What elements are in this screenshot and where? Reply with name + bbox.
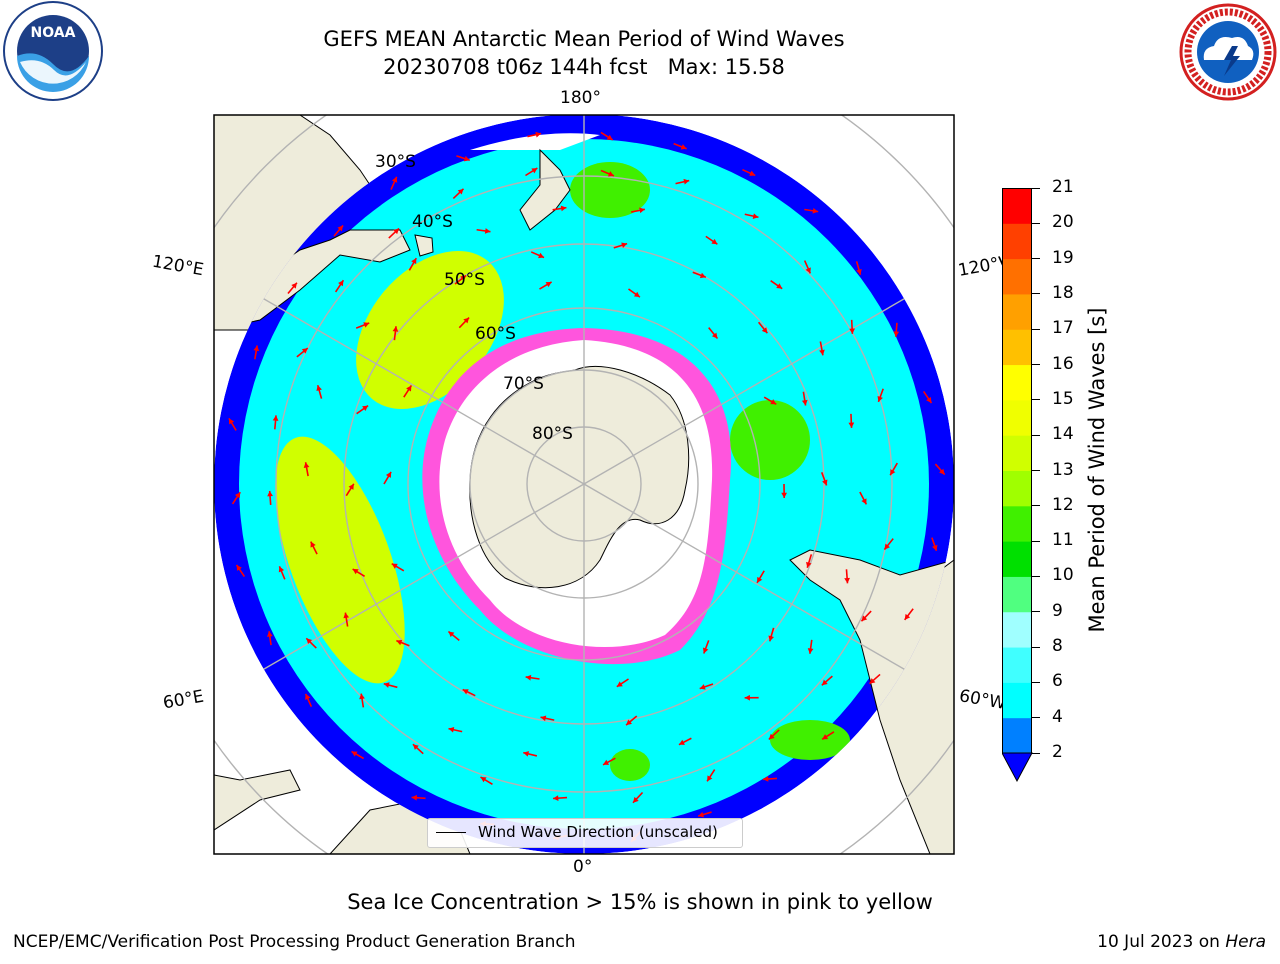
legend-line-sample (436, 832, 466, 833)
colorbar-tick-label: 2 (1052, 742, 1063, 762)
colorbar-segment (1002, 435, 1032, 471)
lat-label-80s: 80°S (532, 424, 573, 444)
colorbar-segment (1002, 259, 1032, 295)
colorbar-tick-label: 8 (1052, 636, 1063, 656)
colorbar-tick-mark (1032, 541, 1040, 542)
lat-label-70s: 70°S (503, 374, 544, 394)
colorbar-tick-mark (1032, 576, 1040, 577)
colorbar-tick-label: 14 (1052, 424, 1074, 444)
colorbar-tick-mark (1032, 258, 1040, 259)
lon-label-180: 180° (560, 88, 601, 108)
colorbar-tick-mark (1032, 399, 1040, 400)
colorbar-tick-mark (1032, 364, 1040, 365)
colorbar-tick-label: 17 (1052, 318, 1074, 338)
colorbar-title: Mean Period of Wind Waves [s] (1085, 308, 1109, 633)
colorbar-segment (1002, 471, 1032, 507)
lat-label-60s: 60°S (475, 324, 516, 344)
colorbar-tick-label: 16 (1052, 354, 1074, 374)
colorbar-tick-mark (1032, 470, 1040, 471)
lon-label-0: 0° (573, 857, 592, 877)
colorbar-tick-label: 18 (1052, 283, 1074, 303)
sea-ice-note: Sea Ice Concentration > 15% is shown in … (0, 890, 1280, 914)
colorbar-tick-mark (1032, 293, 1040, 294)
colorbar-tick-mark (1032, 188, 1040, 189)
colorbar-tick-label: 15 (1052, 389, 1074, 409)
swell-zone-east (730, 400, 810, 480)
colorbar-segment (1002, 329, 1032, 365)
colorbar-extend-triangle (1002, 753, 1032, 781)
colorbar-tick-mark (1032, 329, 1040, 330)
colorbar-segment (1002, 612, 1032, 648)
footer-date-text: 10 Jul 2023 on (1097, 932, 1225, 952)
colorbar-segment (1002, 365, 1032, 401)
colorbar (1002, 188, 1038, 783)
lat-label-50s: 50°S (444, 270, 485, 290)
colorbar-tick-label: 20 (1052, 212, 1074, 232)
footer-date: 10 Jul 2023 on Hera (1097, 932, 1266, 952)
map-legend: Wind Wave Direction (unscaled) (427, 818, 743, 848)
colorbar-tick-label: 11 (1052, 530, 1074, 550)
colorbar-segment (1002, 506, 1032, 542)
colorbar-tick-label: 4 (1052, 707, 1063, 727)
colorbar-segment (1002, 718, 1032, 754)
colorbar-tick-label: 9 (1052, 601, 1063, 621)
colorbar-tick-mark (1032, 435, 1040, 436)
colorbar-segment (1002, 576, 1032, 612)
colorbar-segment (1002, 223, 1032, 259)
colorbar-tick-label: 19 (1052, 248, 1074, 268)
colorbar-tick-mark (1032, 753, 1040, 754)
colorbar-segment (1002, 400, 1032, 436)
colorbar-segment (1002, 541, 1032, 577)
colorbar-segment (1002, 188, 1032, 224)
swell-zone-north (570, 162, 650, 218)
footer-machine: Hera (1225, 932, 1266, 952)
swell-zone-south (610, 749, 650, 781)
colorbar-tick-label: 13 (1052, 460, 1074, 480)
footer-credit: NCEP/EMC/Verification Post Processing Pr… (13, 932, 576, 952)
colorbar-tick-label: 10 (1052, 565, 1074, 585)
colorbar-segment (1002, 682, 1032, 718)
colorbar-tick-label: 12 (1052, 495, 1074, 515)
colorbar-tick-mark (1032, 611, 1040, 612)
lat-label-30s: 30°S (375, 152, 416, 172)
colorbar-segment (1002, 294, 1032, 330)
legend-label: Wind Wave Direction (unscaled) (478, 823, 718, 841)
colorbar-tick-mark (1032, 223, 1040, 224)
colorbar-segment (1002, 647, 1032, 683)
colorbar-tick-mark (1032, 505, 1040, 506)
colorbar-tick-mark (1032, 682, 1040, 683)
lat-label-40s: 40°S (412, 212, 453, 232)
colorbar-tick-label: 21 (1052, 177, 1074, 197)
colorbar-tick-mark (1032, 717, 1040, 718)
colorbar-tick-mark (1032, 647, 1040, 648)
colorbar-tick-label: 6 (1052, 671, 1063, 691)
